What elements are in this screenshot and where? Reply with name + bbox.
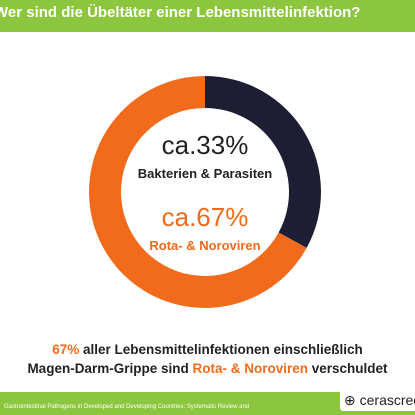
highlight: Rota- & Noroviren — [192, 361, 308, 376]
caption-line: Magen-Darm-Grippe sind Rota- & Noroviren… — [0, 359, 415, 378]
caption-text: Magen-Darm-Grippe sind — [27, 361, 189, 376]
donut-segment — [89, 76, 307, 308]
logo-text: cerascreen — [359, 392, 415, 408]
value-label: ca.67% — [162, 202, 249, 232]
caption-text: aller Lebensmittelinfektionen einschließ… — [82, 342, 363, 357]
source: Gastrointestinal Pathogens in Developed … — [4, 404, 250, 410]
category-label: Rota- & Noroviren — [149, 238, 260, 253]
value-label: ca.33% — [162, 130, 249, 160]
caption-line: 67% aller Lebensmittelinfektionen einsch… — [0, 340, 415, 359]
caption: 67% aller Lebensmittelinfektionen einsch… — [0, 340, 415, 378]
caption-text: verschuldet — [311, 361, 388, 376]
highlight: 67% — [52, 342, 80, 357]
logo: ⊕ cerascreen — [340, 390, 415, 411]
donut-segment — [205, 76, 321, 248]
category-label: Bakterien & Parasiten — [138, 166, 272, 181]
chart-title: Wer sind die Übeltäter einer Lebensmitte… — [0, 4, 361, 21]
